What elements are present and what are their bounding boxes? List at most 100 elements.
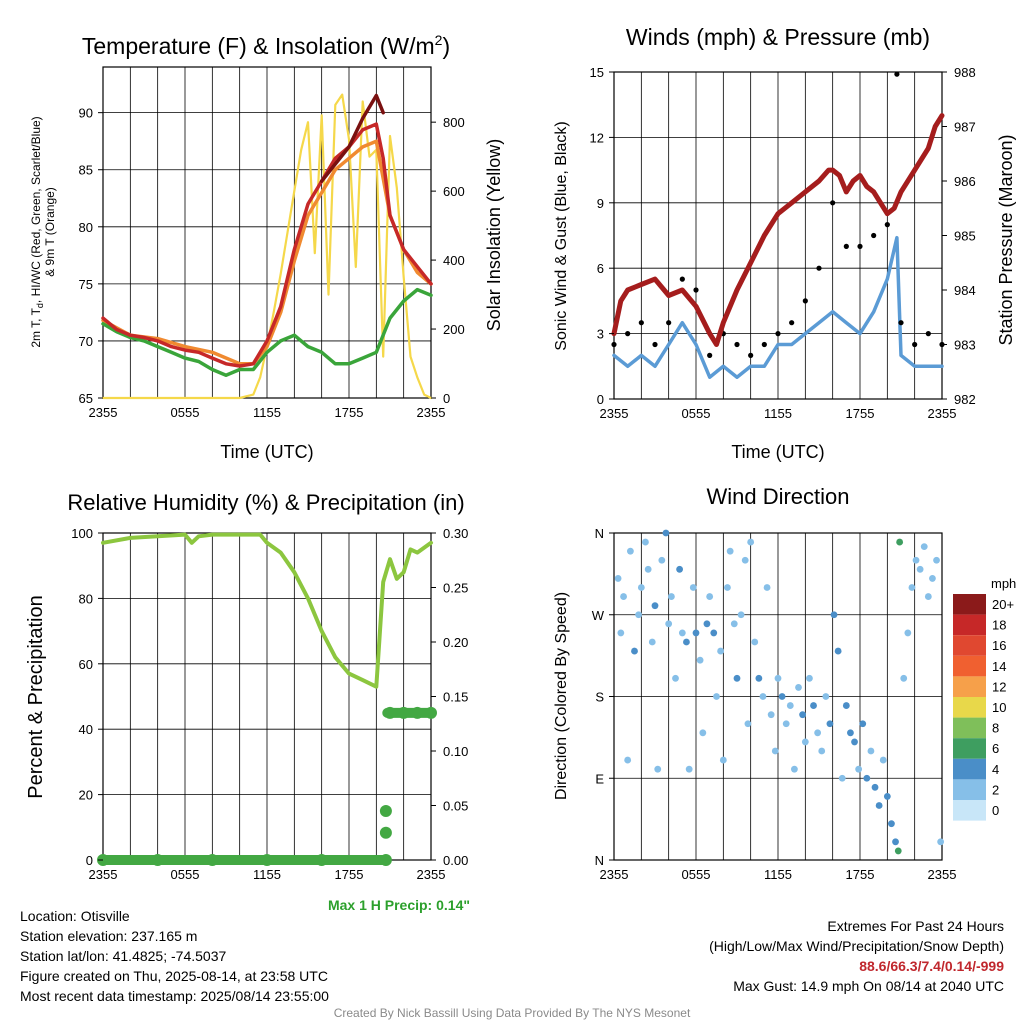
gust-point — [884, 222, 890, 228]
gust-point — [816, 265, 822, 271]
gust-point — [830, 200, 836, 206]
wind-direction-point — [672, 674, 679, 682]
gust-point — [666, 320, 672, 326]
wind_direction-x-tick-label: 1155 — [764, 867, 792, 882]
legend-label: 16 — [992, 638, 1006, 653]
wind-direction-point — [658, 556, 666, 564]
wind-direction-point — [713, 693, 720, 700]
gust-point — [638, 320, 644, 326]
temperature-y2-tick-label: 400 — [443, 253, 465, 268]
wind-direction-point — [703, 620, 711, 628]
gust-point — [775, 331, 781, 337]
winds-y2-tick-label: 988 — [954, 65, 976, 80]
wind-direction-series — [614, 529, 945, 855]
winds-y-tick-label: 15 — [590, 65, 604, 80]
legend-swatch — [953, 800, 986, 821]
gust-point — [707, 352, 713, 358]
gust-point — [625, 331, 631, 337]
wind-direction-point — [830, 611, 838, 619]
wind-direction-point — [859, 720, 867, 728]
wind-direction-point — [733, 674, 741, 682]
winds-x-tick-label: 1155 — [764, 406, 792, 421]
humidity-x-tick-label: 1155 — [253, 867, 281, 882]
wind-direction-point — [719, 756, 727, 764]
station-latlon: Station lat/lon: 41.4825; -74.5037 — [20, 948, 227, 964]
winds-y-tick-label: 3 — [597, 327, 604, 342]
pressure-line — [611, 113, 945, 347]
winds-y2-tick-label: 986 — [954, 174, 976, 189]
wind-direction-point — [637, 584, 645, 591]
wind-direction-point — [767, 711, 775, 719]
winds-x-tick-label: 2355 — [600, 406, 629, 421]
winds-x-tick-label: 1755 — [846, 406, 875, 421]
wind_direction-y-tick-label: E — [595, 771, 604, 786]
gust-point — [652, 341, 658, 348]
wind-direction-point — [818, 747, 826, 755]
wind-direction-point — [847, 729, 854, 737]
wind-direction-point — [883, 793, 891, 800]
legend-label: 12 — [992, 679, 1006, 694]
wind-direction-point — [620, 593, 627, 600]
humidity-y-tick-label: 40 — [79, 722, 93, 737]
wind-direction-point — [651, 602, 659, 610]
credit-line: Created By Nick Bassill Using Data Provi… — [333, 1006, 691, 1020]
temperature-y-tick-label: 65 — [79, 391, 93, 406]
wind-direction-point — [717, 647, 724, 655]
max-precip-label: Max 1 H Precip: 0.14" — [328, 897, 470, 913]
wind_direction-x-tick-label: 1755 — [846, 867, 875, 882]
temperature-series-solar — [101, 93, 433, 400]
gust-point — [843, 243, 849, 249]
wind-direction-point — [822, 693, 830, 700]
temperature-y-axis-label: 2m T, Td, HI/WC (Red, Green, Scarlet/Blu… — [29, 116, 45, 347]
wind-direction-grid — [614, 533, 942, 860]
temperature-x-tick-label: 2355 — [417, 405, 446, 420]
temperature-y-tick-label: 75 — [79, 277, 93, 292]
wind-direction-point — [644, 565, 652, 573]
wind-direction-point — [867, 747, 875, 755]
gust-point — [789, 320, 795, 326]
temperature-x-tick-label: 1755 — [335, 405, 364, 420]
legend-swatch — [953, 779, 986, 800]
winds-y2-tick-label: 987 — [954, 120, 976, 135]
wind-direction-point — [692, 629, 700, 637]
legend-label: 2 — [992, 782, 999, 797]
wind-direction-point — [771, 747, 779, 755]
temperature-y-tick-label: 70 — [79, 334, 93, 349]
winds-y-axis-label: Sonic Wind & Gust (Blue, Black) — [553, 121, 570, 350]
wind-direction-point — [916, 565, 924, 573]
sonic-wind-line — [612, 235, 944, 379]
wind-direction-point — [755, 674, 763, 682]
max-gust: Max Gust: 14.9 mph On 08/14 at 2040 UTC — [733, 978, 1004, 994]
humidity-y-tick-label: 80 — [79, 591, 93, 606]
solar-y2-axis-label: Solar Insolation (Yellow) — [484, 139, 504, 331]
wind-direction-point — [654, 765, 662, 773]
temperature-y-tick-label: 90 — [79, 106, 93, 121]
wind-direction-point — [710, 629, 718, 637]
winds-y-tick-label: 0 — [597, 392, 604, 407]
most-recent-timestamp: Most recent data timestamp: 2025/08/14 2… — [20, 988, 329, 1004]
humidity-y2-tick-label: 0.20 — [443, 635, 468, 650]
humidity-y2-tick-label: 0.00 — [443, 853, 468, 868]
wind-direction-point — [741, 556, 749, 564]
wind_direction-y-tick-label: S — [595, 690, 604, 705]
wind-direction-point — [744, 720, 752, 728]
wind-direction-point — [924, 593, 932, 600]
temperature-panel: Temperature (F) & Insolation (W/m2) 2355… — [29, 32, 504, 462]
temperature-y-tick-label: 85 — [79, 163, 93, 178]
winds-chart-title: Winds (mph) & Pressure (mb) — [626, 24, 930, 50]
figure-created: Figure created on Thu, 2025-08-14, at 23… — [20, 968, 328, 984]
wind_direction-x-tick-label: 2355 — [928, 867, 957, 882]
wind-direction-point — [920, 543, 928, 551]
humidity-y2-tick-label: 0.10 — [443, 744, 468, 759]
temperature-x-tick-label: 0555 — [171, 405, 200, 420]
legend-label: 4 — [992, 762, 999, 777]
legend-swatch — [953, 717, 986, 739]
extremes-fields: (High/Low/Max Wind/Precipitation/Snow De… — [709, 938, 1004, 954]
humidity-grid — [103, 533, 431, 860]
gust-point — [925, 331, 931, 337]
gust-point — [748, 352, 754, 358]
wind_direction-y-tick-label: N — [595, 526, 604, 541]
wind-direction-point — [614, 575, 622, 582]
